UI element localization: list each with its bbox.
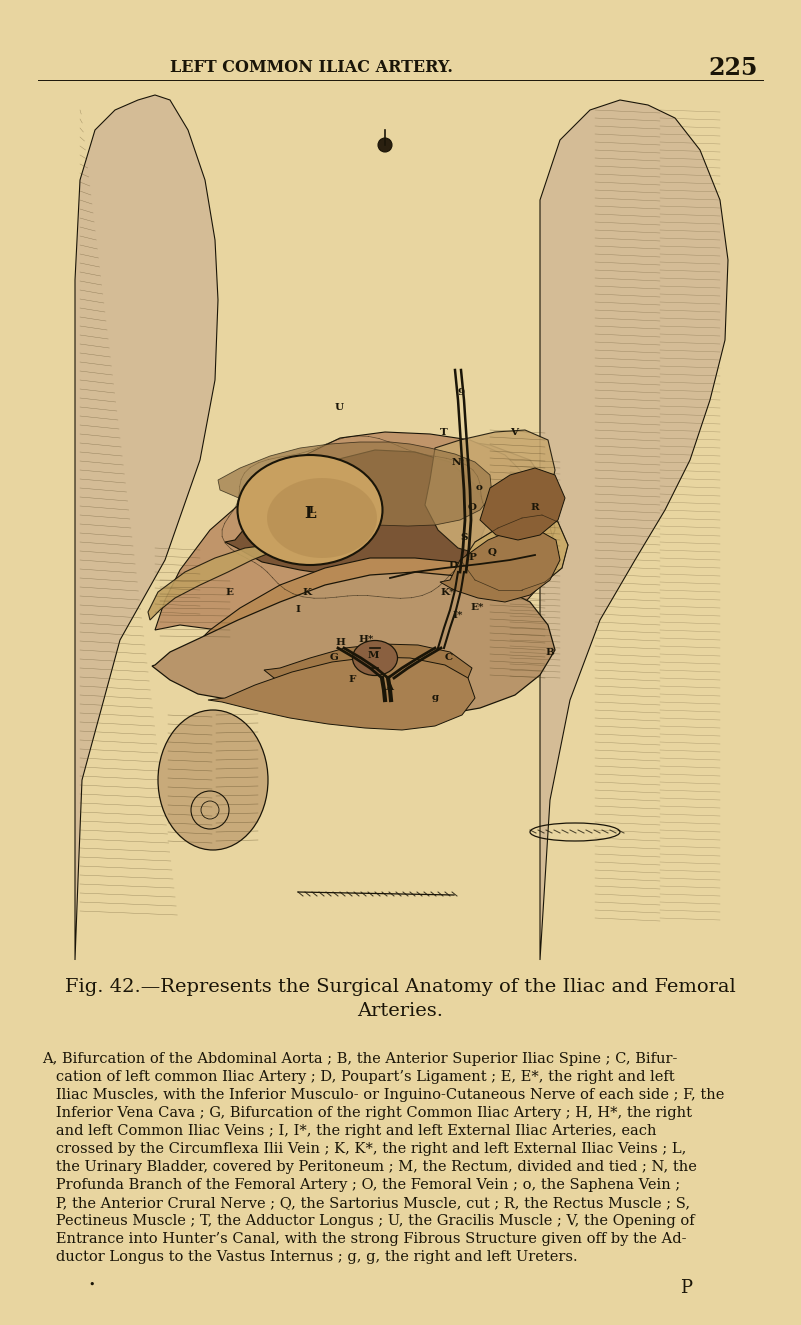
Polygon shape: [208, 657, 475, 730]
Polygon shape: [218, 443, 492, 526]
Text: V: V: [510, 428, 518, 437]
Text: F: F: [348, 674, 356, 684]
Text: Iliac Muscles, with the Inferior Musculo- or Inguino-Cutaneous Nerve of each sid: Iliac Muscles, with the Inferior Musculo…: [42, 1088, 724, 1102]
Text: L: L: [304, 505, 316, 522]
Text: Profunda Branch of the Femoral Artery ; O, the Femoral Vein ; o, the Saphena Vei: Profunda Branch of the Femoral Artery ; …: [42, 1178, 680, 1192]
Polygon shape: [185, 558, 528, 682]
Text: K: K: [302, 588, 311, 598]
Ellipse shape: [352, 640, 397, 676]
Text: H: H: [335, 639, 345, 647]
Polygon shape: [75, 95, 218, 961]
Text: A: A: [385, 682, 393, 692]
Text: I: I: [295, 606, 300, 613]
Text: Inferior Vena Cava ; G, Bifurcation of the right Common Iliac Artery ; H, H*, th: Inferior Vena Cava ; G, Bifurcation of t…: [42, 1106, 692, 1120]
Text: S: S: [460, 533, 468, 542]
Polygon shape: [480, 468, 565, 541]
Bar: [72, 87, 730, 950]
Text: P: P: [680, 1279, 692, 1297]
Text: Entrance into Hunter’s Canal, with the strong Fibrous Structure given off by the: Entrance into Hunter’s Canal, with the s…: [42, 1232, 686, 1245]
Polygon shape: [540, 99, 728, 961]
Text: the Urinary Bladder, covered by Peritoneum ; M, the Rectum, divided and tied ; N: the Urinary Bladder, covered by Peritone…: [42, 1159, 697, 1174]
Text: O: O: [468, 504, 477, 511]
Polygon shape: [155, 432, 555, 651]
Text: o: o: [476, 484, 483, 492]
Text: I*: I*: [452, 611, 462, 620]
Text: B: B: [545, 648, 553, 657]
Text: T: T: [440, 428, 448, 437]
Polygon shape: [165, 435, 555, 645]
Text: 9: 9: [458, 388, 465, 398]
Polygon shape: [425, 431, 555, 555]
Text: •: •: [89, 1280, 95, 1291]
Text: LEFT COMMON ILIAC ARTERY.: LEFT COMMON ILIAC ARTERY.: [170, 60, 453, 77]
Text: P, the Anterior Crural Nerve ; Q, the Sartorius Muscle, cut ; R, the Rectus Musc: P, the Anterior Crural Nerve ; Q, the Sa…: [42, 1196, 690, 1210]
Text: M: M: [368, 651, 380, 660]
Text: crossed by the Circumflexa Ilii Vein ; K, K*, the right and left External Iliac : crossed by the Circumflexa Ilii Vein ; K…: [42, 1142, 686, 1155]
Text: D: D: [448, 560, 457, 570]
Polygon shape: [152, 572, 555, 718]
Text: A, Bifurcation of the Abdominal Aorta ; B, the Anterior Superior Iliac Spine ; C: A, Bifurcation of the Abdominal Aorta ; …: [42, 1052, 678, 1067]
Ellipse shape: [378, 138, 392, 152]
Polygon shape: [225, 451, 490, 580]
Text: Arteries.: Arteries.: [357, 1002, 444, 1020]
Text: U: U: [335, 403, 344, 412]
Text: C: C: [445, 653, 453, 662]
Polygon shape: [440, 530, 560, 602]
Text: Fig. 42.—Represents the Surgical Anatomy of the Iliac and Femoral: Fig. 42.—Represents the Surgical Anatomy…: [65, 978, 736, 996]
Polygon shape: [148, 545, 278, 620]
Polygon shape: [264, 644, 472, 700]
Polygon shape: [462, 515, 568, 590]
Text: 225: 225: [708, 56, 758, 80]
Text: H*: H*: [358, 635, 373, 644]
Text: K*: K*: [440, 588, 455, 598]
Text: R: R: [530, 504, 539, 511]
Text: and left Common Iliac Veins ; I, I*, the right and left External Iliac Arteries,: and left Common Iliac Veins ; I, I*, the…: [42, 1124, 657, 1138]
Text: Pectineus Muscle ; T, the Adductor Longus ; U, the Gracilis Muscle ; V, the Open: Pectineus Muscle ; T, the Adductor Longu…: [42, 1214, 694, 1228]
Text: P: P: [468, 553, 476, 562]
Text: cation of left common Iliac Artery ; D, Poupart’s Ligament ; E, E*, the right an: cation of left common Iliac Artery ; D, …: [42, 1071, 674, 1084]
Ellipse shape: [267, 478, 377, 558]
Ellipse shape: [158, 710, 268, 851]
Text: E*: E*: [470, 603, 484, 612]
Text: ductor Longus to the Vastus Internus ; g, g, the right and left Ureters.: ductor Longus to the Vastus Internus ; g…: [42, 1249, 578, 1264]
Text: Q: Q: [488, 549, 497, 556]
Text: E: E: [225, 588, 233, 598]
Text: L: L: [308, 506, 316, 515]
Ellipse shape: [238, 454, 383, 564]
Text: G: G: [330, 653, 339, 662]
Text: N: N: [452, 458, 461, 466]
Text: g: g: [432, 693, 439, 702]
